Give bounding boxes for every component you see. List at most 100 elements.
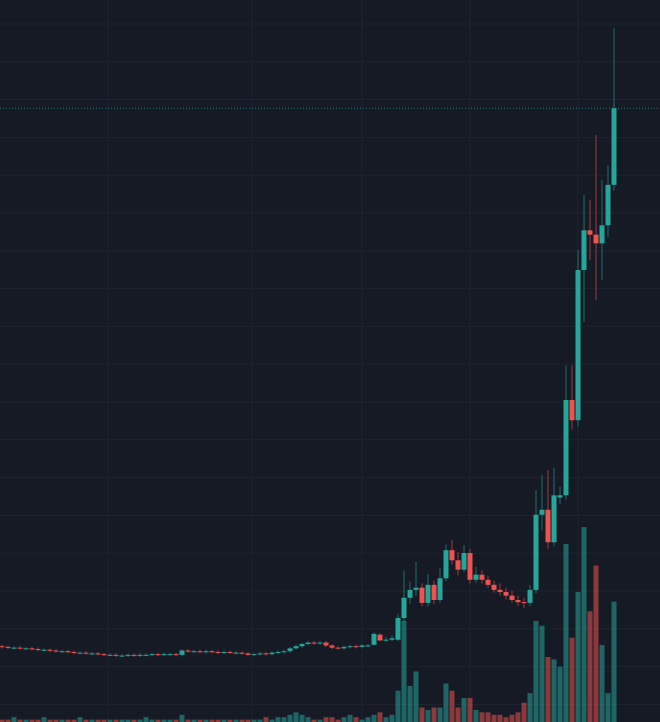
volume-bar [335,719,341,722]
candle-body [11,647,17,649]
candle-body [473,574,479,580]
volume-bar [203,719,209,722]
candle-body [275,651,281,653]
volume-bar [551,659,557,722]
volume-bar [401,620,407,722]
volume-bar [557,666,563,722]
volume-bar [269,719,275,722]
volume-bar [191,719,197,722]
volume-bar [65,719,71,722]
volume-bar [563,543,569,722]
volume-bar [287,714,293,722]
volume-bar [329,717,335,722]
candle-body [527,589,533,603]
volume-bar [593,565,599,722]
volume-bar [0,719,5,722]
candle-body [47,649,53,651]
candle-body [485,579,491,585]
volume-bar [83,719,89,722]
volume-bar [161,719,167,722]
candle-body [281,651,287,653]
volume-bar [437,707,443,722]
candle-body [353,646,359,648]
candle-body [569,399,575,421]
candle-body [65,651,71,653]
volume-bar [605,693,611,722]
volume-bar [443,683,449,722]
candle-body [71,651,77,653]
candle-body [311,642,317,644]
candle-body [53,650,59,652]
candle-body [581,230,587,271]
volume-bar [233,719,239,722]
candle-body [23,648,29,650]
candle-body [305,642,311,645]
volume-bar [389,714,395,722]
candle-body [491,584,497,590]
volume-bar [131,719,137,722]
volume-bar [545,657,551,722]
candle-body [545,509,551,543]
volume-bar [383,717,389,722]
candle-body [227,651,233,653]
candle-body [221,651,227,653]
candle-body [167,654,173,656]
volume-bar [185,719,191,722]
candle-body [389,638,395,640]
volume-bar [407,685,413,722]
candle-body [173,654,179,656]
volume-bar [107,719,113,722]
volume-bar [53,719,59,722]
candle-body [533,514,539,590]
candle-body [455,560,461,570]
volume-bar [245,719,251,722]
candle-body [503,592,509,596]
volume-bar [461,697,467,722]
candle-body [119,655,125,657]
volume-bar [227,719,233,722]
candle-body [179,650,185,655]
candle-body [605,184,611,226]
candle-body [383,639,389,641]
candle-body [293,646,299,649]
candle-body [599,225,605,244]
candle-body [539,509,545,515]
candle-body [101,654,107,656]
volume-bar [581,527,587,722]
volume-bar [59,719,65,722]
volume-bar [281,717,287,722]
candle-body [185,650,191,652]
candle-body [431,584,437,600]
volume-bar [95,719,101,722]
volume-bar [341,717,347,722]
candle-body [449,550,455,561]
volume-bar [575,592,581,722]
candle-body [359,645,365,647]
candle-body [323,642,329,646]
volume-bar [359,719,365,722]
volume-bar [275,717,281,722]
volume-bar [209,719,215,722]
volume-bar [257,719,263,722]
volume-bar [347,714,353,722]
volume-bar [395,690,401,722]
volume-bar [365,717,371,722]
volume-bar [473,709,479,722]
candle-body [95,653,101,655]
candle-body [233,652,239,654]
volume-bar [509,714,515,722]
candle-body [401,597,407,619]
candle-body [239,652,245,654]
candle-body [335,647,341,649]
candle-body [17,647,23,649]
volume-bar [497,714,503,722]
volume-bar [449,690,455,722]
volume-bar [71,719,77,722]
candle-body [203,651,209,653]
candle-body [287,648,293,652]
candle-body [131,654,137,656]
candle-body [113,654,119,656]
candle-body [515,599,521,603]
